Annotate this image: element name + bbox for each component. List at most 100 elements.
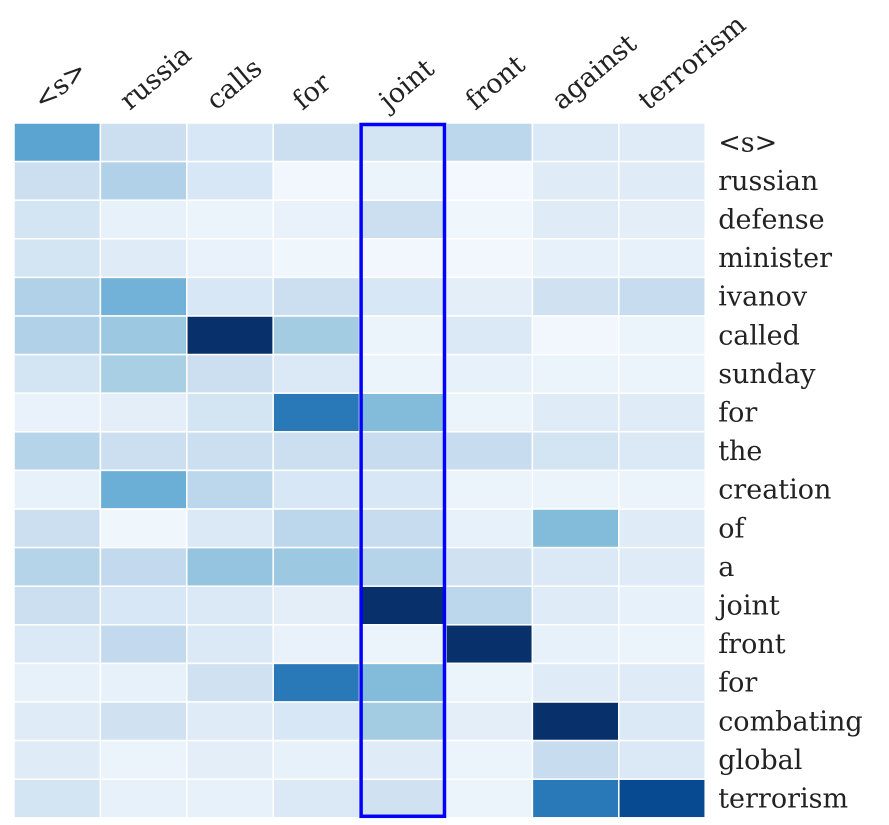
heatmap-cell (13, 469, 102, 510)
heatmap-cell (618, 701, 706, 742)
heatmap-cell (531, 546, 620, 587)
heatmap-cell (531, 508, 620, 549)
heatmap-cell (272, 662, 361, 703)
heatmap-cell (99, 508, 188, 549)
heatmap-cell (445, 276, 534, 317)
heatmap-cell (186, 508, 274, 549)
heatmap-cell (186, 662, 274, 703)
heatmap-cell (272, 431, 361, 472)
y-tick-label: front (718, 629, 786, 660)
y-tick-label: terrorism (718, 784, 848, 815)
heatmap-cell (272, 546, 361, 587)
heatmap-cell (358, 585, 447, 626)
x-axis-labels: <s> russia calls for joint front againstterror… (28, 9, 752, 118)
heatmap-cell (13, 546, 102, 587)
heatmap-cell (618, 276, 706, 317)
heatmap-cell (358, 238, 447, 279)
heatmap-cell (186, 701, 274, 742)
heatmap-cell (445, 624, 534, 665)
y-axis-labels: <s> russian defense minister ivanov called sun… (715, 127, 863, 814)
heatmap-cell (358, 392, 447, 433)
x-tick-label: russia (114, 39, 197, 116)
heatmap-cell (272, 701, 361, 742)
heatmap-cell (358, 662, 447, 703)
heatmap-cell (531, 739, 620, 780)
heatmap-cell (272, 778, 361, 819)
y-tick-label: russian (718, 166, 818, 197)
heatmap-cell (272, 353, 361, 394)
heatmap-cell (13, 624, 102, 665)
heatmap-cell (13, 353, 102, 394)
heatmap-cell (13, 238, 102, 279)
heatmap-cell (445, 315, 534, 356)
heatmap-cell (618, 624, 706, 665)
heatmap-cell (99, 469, 188, 510)
heatmap-cell (99, 624, 188, 665)
heatmap-cell (13, 701, 102, 742)
highlight-layer (359, 122, 447, 819)
heatmap-cell (445, 238, 534, 279)
heatmap-cell (531, 778, 620, 819)
heatmap-cell (186, 469, 274, 510)
y-tick-label: for (718, 398, 757, 429)
heatmap-cell (445, 160, 534, 201)
x-tick-label: front (460, 49, 532, 116)
heatmap-cell (445, 199, 534, 240)
y-tick-label: a (718, 552, 734, 583)
heatmap-cell (618, 508, 706, 549)
heatmap-cell (618, 662, 706, 703)
heatmap-cell (445, 431, 534, 472)
heatmap-cell (186, 353, 274, 394)
y-tick-label: called (718, 320, 800, 351)
heatmap-cell (531, 315, 620, 356)
heatmap-cell (272, 469, 361, 510)
heatmap-cell (272, 276, 361, 317)
y-tick-label: of (718, 513, 746, 544)
heatmap-cell (531, 199, 620, 240)
heatmap-cells (13, 122, 706, 819)
heatmap-cell (358, 624, 447, 665)
heatmap-cell (445, 662, 534, 703)
heatmap-cell (99, 315, 188, 356)
heatmap-cell (531, 160, 620, 201)
heatmap-cell (618, 739, 706, 780)
y-tick-label: defense (718, 205, 824, 236)
heatmap-cell (358, 778, 447, 819)
heatmap-cell (531, 585, 620, 626)
heatmap-cell (618, 238, 706, 279)
x-tick-label: joint (371, 53, 440, 118)
heatmap-cell (531, 276, 620, 317)
heatmap-cell (445, 353, 534, 394)
heatmap-cell (358, 701, 447, 742)
heatmap-cell (531, 662, 620, 703)
heatmap-cell (618, 392, 706, 433)
heatmap-cell (358, 160, 447, 201)
heatmap-cell (272, 315, 361, 356)
y-tick-label: the (718, 436, 762, 467)
heatmap-cell (618, 585, 706, 626)
y-tick-label: global (718, 745, 802, 776)
heatmap-cell (531, 431, 620, 472)
y-tick-label: joint (715, 591, 780, 622)
heatmap-cell (99, 160, 188, 201)
heatmap-cell (186, 392, 274, 433)
heatmap-cell (186, 276, 274, 317)
heatmap-cell (99, 276, 188, 317)
heatmap-cell (272, 739, 361, 780)
heatmap-cell (13, 160, 102, 201)
heatmap-cell (358, 546, 447, 587)
heatmap-cell (99, 739, 188, 780)
heatmap-cell (186, 315, 274, 356)
heatmap-cell (358, 122, 447, 163)
heatmap-cell (13, 508, 102, 549)
heatmap-cell (186, 160, 274, 201)
heatmap-cell (272, 585, 361, 626)
heatmap-cell (445, 392, 534, 433)
x-tick-label: for (287, 67, 337, 116)
heatmap-cell (531, 624, 620, 665)
heatmap-cell (358, 469, 447, 510)
heatmap-cell (618, 431, 706, 472)
heatmap-cell (618, 199, 706, 240)
heatmap-cell (445, 546, 534, 587)
